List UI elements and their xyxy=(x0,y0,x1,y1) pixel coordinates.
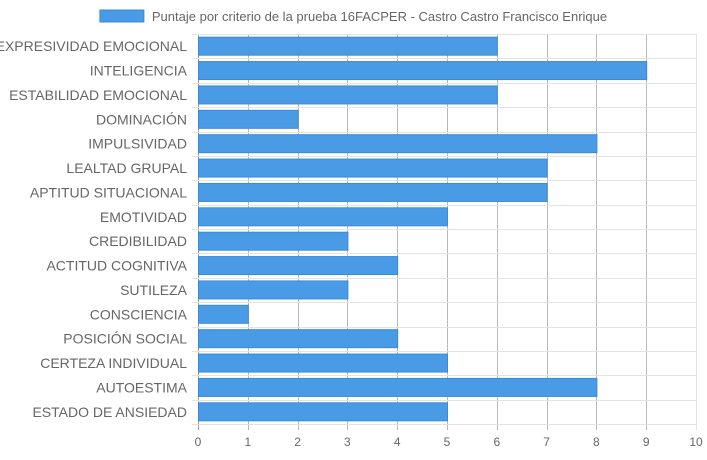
x-tick-label-4: 4 xyxy=(394,435,401,449)
legend-label[interactable]: Puntaje por criterio de la prueba 16FACP… xyxy=(152,9,607,24)
bar-11[interactable] xyxy=(198,304,249,324)
x-tick-label-9: 9 xyxy=(643,435,650,449)
bar-4[interactable] xyxy=(198,134,598,154)
category-label-11: CONSCIENCIA xyxy=(90,306,188,322)
x-tick-label-8: 8 xyxy=(593,435,600,449)
legend-swatch[interactable] xyxy=(99,9,145,23)
bar-15[interactable] xyxy=(198,402,448,422)
category-label-14: AUTOESTIMA xyxy=(96,379,187,395)
bars xyxy=(198,36,648,422)
category-labels: EXPRESIVIDAD EMOCIONAL INTELIGENCIA ESTABI… xyxy=(0,38,188,420)
category-label-12: POSICIÓN SOCIAL xyxy=(63,331,187,347)
category-label-8: CREDIBILIDAD xyxy=(89,233,187,249)
x-axis-ticks: 0 1 2 3 4 5 6 7 8 9 10 xyxy=(195,435,703,449)
bar-6[interactable] xyxy=(198,182,548,202)
category-label-3: DOMINACIÓN xyxy=(96,111,187,127)
bar-10[interactable] xyxy=(198,280,349,300)
category-label-2: ESTABILIDAD EMOCIONAL xyxy=(9,87,187,103)
category-label-5: LEALTAD GRUPAL xyxy=(66,160,187,176)
category-label-7: EMOTIVIDAD xyxy=(100,209,187,225)
bar-1[interactable] xyxy=(198,61,648,81)
bar-5[interactable] xyxy=(198,158,548,178)
bar-2[interactable] xyxy=(198,85,498,105)
category-label-9: ACTITUD COGNITIVA xyxy=(46,258,187,274)
legend[interactable]: Puntaje por criterio de la prueba 16FACP… xyxy=(99,9,607,24)
x-tick-label-5: 5 xyxy=(444,435,451,449)
category-label-15: ESTADO DE ANSIEDAD xyxy=(32,404,187,420)
x-tick-label-3: 3 xyxy=(344,435,351,449)
category-label-10: SUTILEZA xyxy=(120,282,188,298)
x-tick-label-6: 6 xyxy=(493,435,500,449)
category-label-13: CERTEZA INDIVIDUAL xyxy=(40,355,187,371)
bar-12[interactable] xyxy=(198,329,399,349)
bar-0[interactable] xyxy=(198,36,498,56)
bar-9[interactable] xyxy=(198,256,399,276)
x-tick-label-0: 0 xyxy=(195,435,202,449)
x-tick-label-7: 7 xyxy=(543,435,550,449)
bar-7[interactable] xyxy=(198,207,448,227)
bar-13[interactable] xyxy=(198,353,448,373)
category-label-4: IMPULSIVIDAD xyxy=(88,136,187,152)
bar-8[interactable] xyxy=(198,231,349,251)
x-tick-label-1: 1 xyxy=(244,435,251,449)
bar-3[interactable] xyxy=(198,109,299,129)
category-label-0: EXPRESIVIDAD EMOCIONAL xyxy=(0,38,187,54)
bar-14[interactable] xyxy=(198,377,598,397)
category-label-6: APTITUD SITUACIONAL xyxy=(30,184,187,200)
x-tick-label-2: 2 xyxy=(294,435,301,449)
category-label-1: INTELIGENCIA xyxy=(90,63,188,79)
x-tick-label-10: 10 xyxy=(689,435,703,449)
